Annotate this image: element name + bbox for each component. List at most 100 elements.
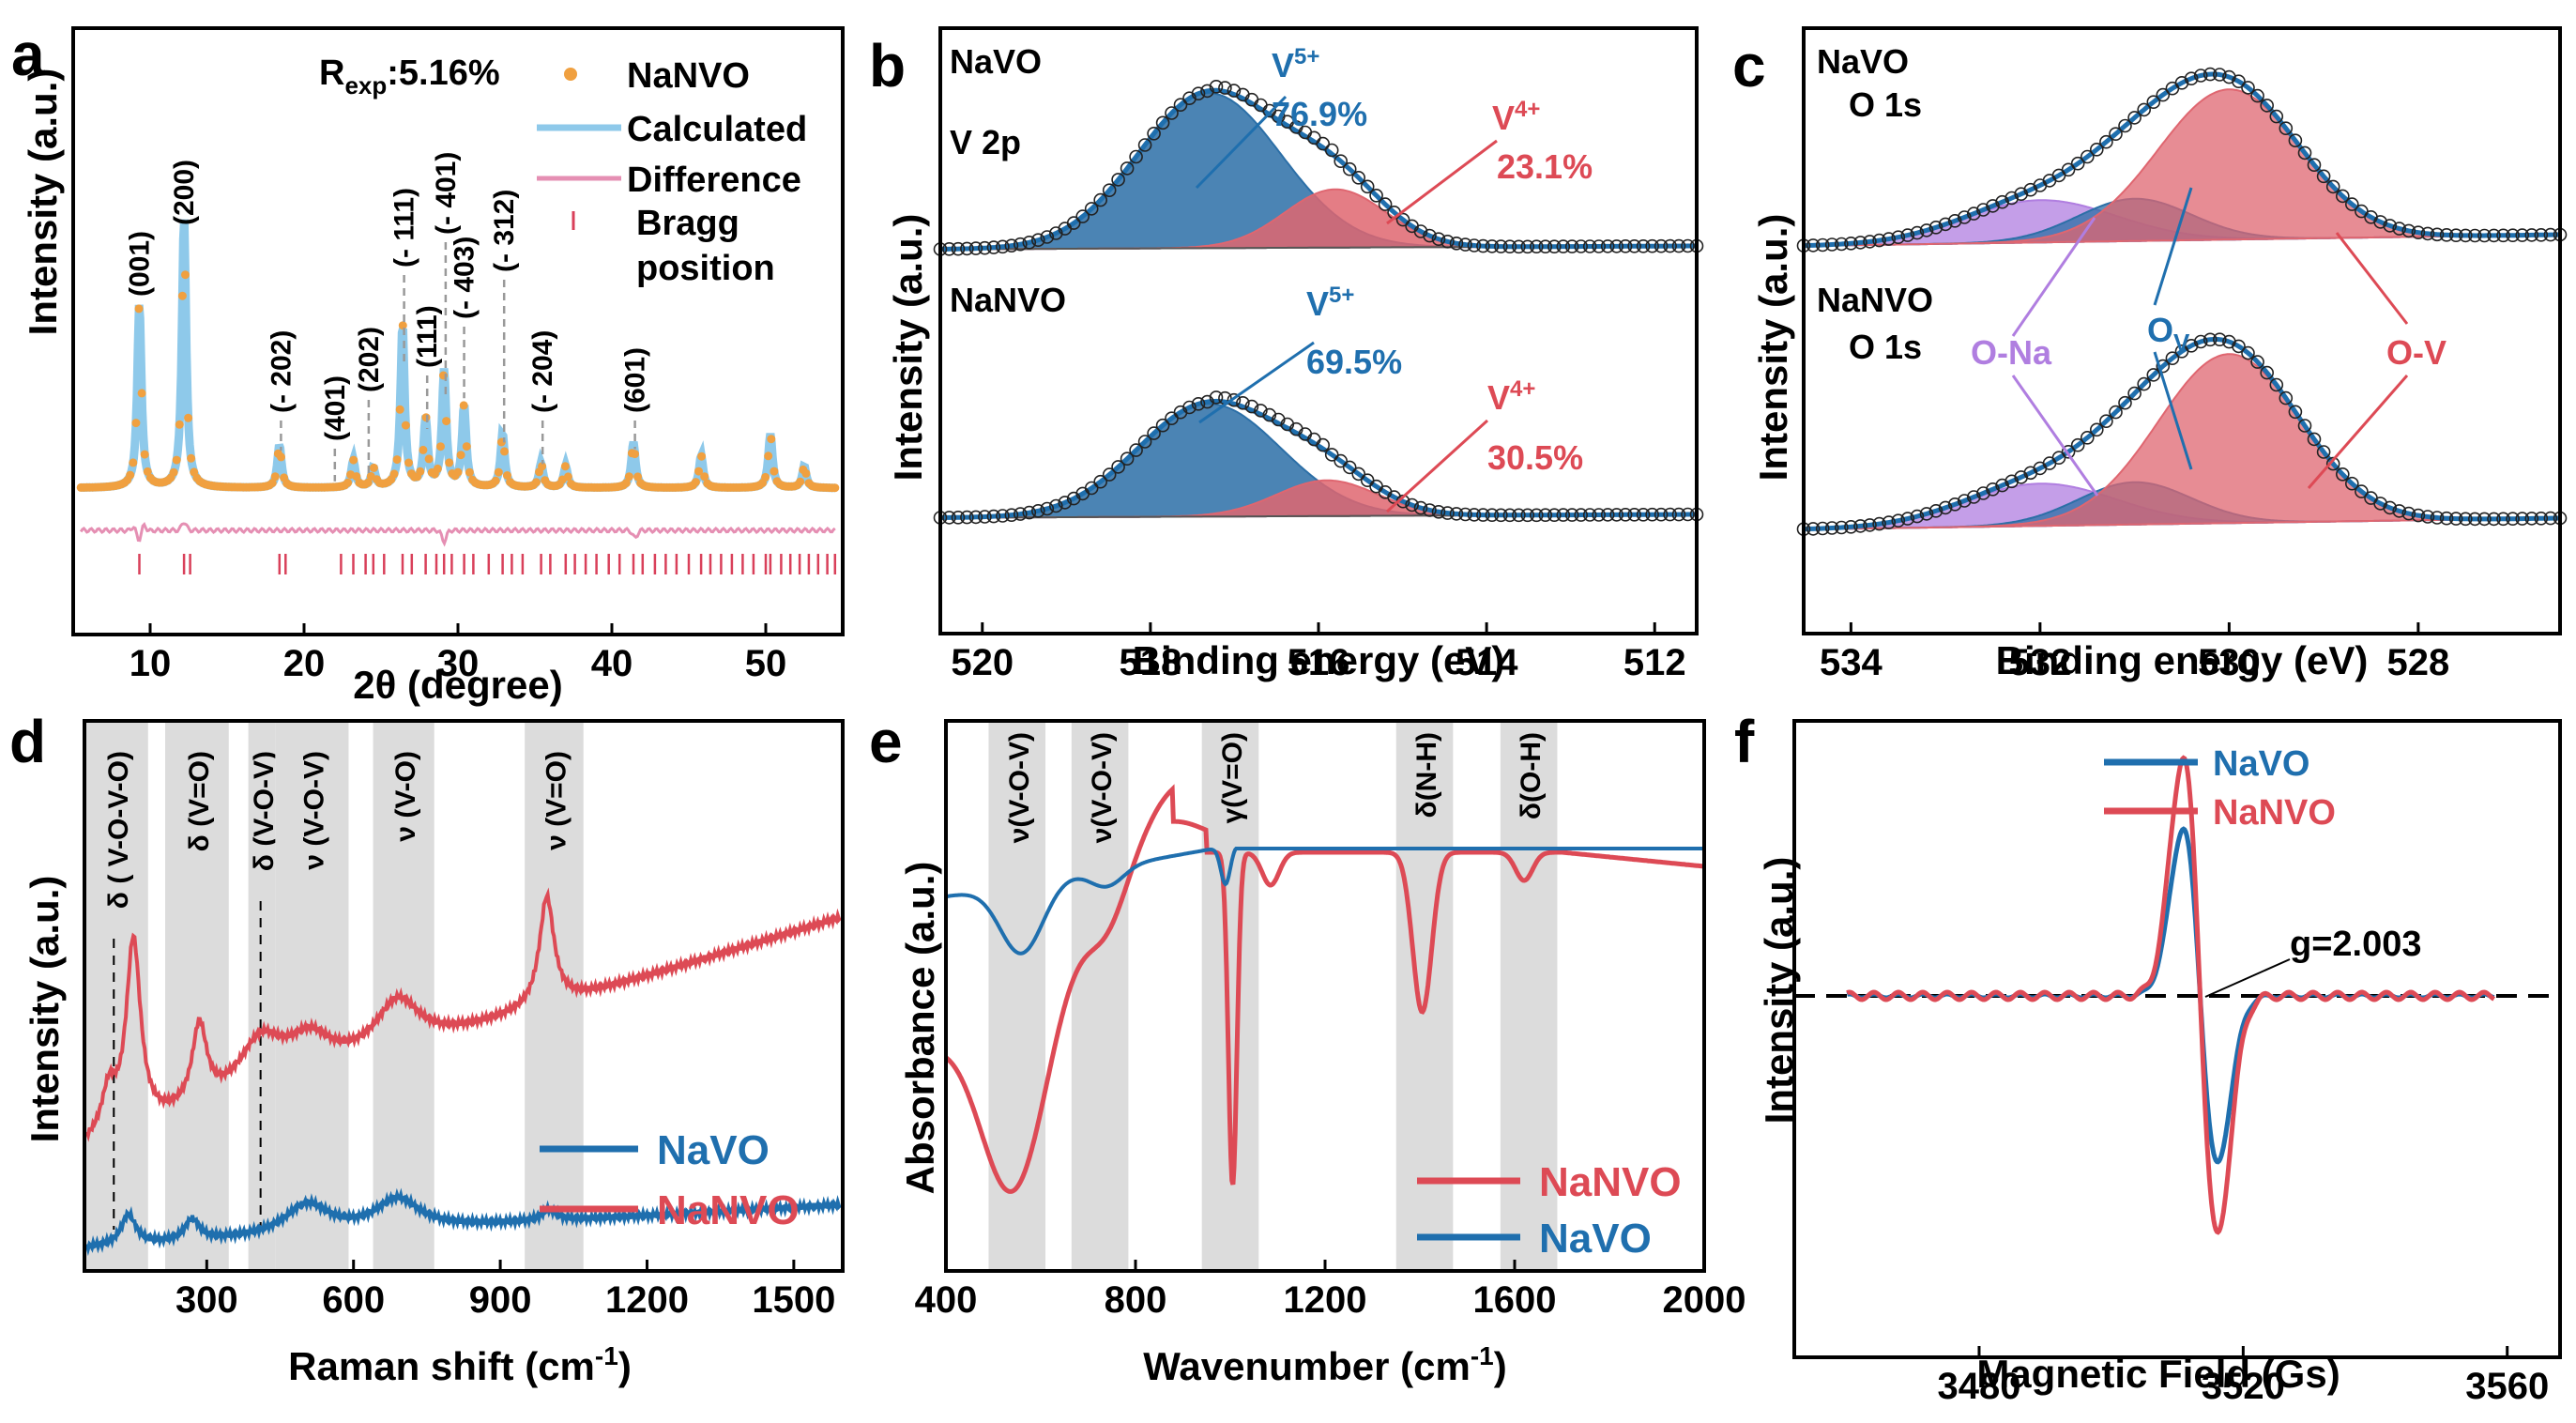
arrow-nanvo-v5 <box>1198 341 1315 424</box>
measured-point <box>2193 334 2208 349</box>
observed-point <box>633 472 643 482</box>
measured-point <box>2279 121 2294 135</box>
bragg-positions <box>138 554 837 574</box>
peak-label: (202) <box>354 327 385 392</box>
measured-point <box>1147 426 1161 440</box>
measured-point <box>1863 518 1877 532</box>
observed-point <box>796 477 805 486</box>
measured-point <box>1031 233 1045 247</box>
x-tick-label: 600 <box>322 1279 385 1321</box>
measured-point <box>1316 437 1330 452</box>
measured-point <box>1254 404 1268 418</box>
measured-point <box>1334 453 1348 468</box>
panel-b-xlabel: Binding energy (eV) <box>1133 638 1505 682</box>
measured-point <box>1334 154 1348 168</box>
measured-point <box>2345 197 2359 211</box>
measured-point <box>1129 443 1143 457</box>
envelope-fit <box>940 398 1697 520</box>
measured-point <box>2137 376 2151 391</box>
measured-point <box>2468 512 2482 527</box>
arrow-o-v-top <box>2335 232 2409 325</box>
measured-point <box>1458 237 1472 252</box>
measured-point <box>968 241 983 255</box>
measured-point <box>1671 238 1686 253</box>
measured-point <box>1986 482 2000 497</box>
observed-point <box>764 451 773 461</box>
panel-b-letter: b <box>869 32 906 99</box>
measured-point <box>2336 189 2350 204</box>
measured-point <box>2297 419 2312 433</box>
x-tick-label: 1200 <box>605 1279 689 1321</box>
measured-point <box>1147 127 1161 141</box>
measured-point <box>2401 223 2416 238</box>
observed-point <box>424 454 434 464</box>
panel-c-xlabel: Binding energy (eV) <box>1996 638 2369 682</box>
x-tick-label: 516 <box>1288 642 1350 683</box>
measured-point <box>1900 228 1915 242</box>
measured-point <box>2232 74 2246 88</box>
x-tick-label: 534 <box>1820 642 1882 683</box>
panel-f-letter: f <box>1734 708 1755 775</box>
observed-point <box>465 467 474 477</box>
panel-e-x-ticks: 400 800 1200 1600 2000 <box>915 1260 1745 1321</box>
legend-nanvo: NaNVO <box>2213 793 2336 833</box>
measured-points <box>933 80 1704 256</box>
observed-point <box>343 478 353 487</box>
panel-c-navo-o1s: O 1s <box>1849 85 1922 124</box>
measured-points <box>933 390 1704 525</box>
observed-point <box>697 451 707 461</box>
measured-point <box>2127 386 2142 401</box>
measured-point <box>2070 156 2085 171</box>
measured-point <box>2392 504 2406 518</box>
measured-point <box>1600 239 1615 253</box>
panel-b-navo-label: NaVO <box>950 42 1042 81</box>
measured-point <box>1413 224 1428 238</box>
measured-point <box>2420 226 2435 241</box>
panel-e-legend: NaNVO NaVO <box>1417 1159 1682 1262</box>
measured-point <box>2184 71 2199 85</box>
measured-point <box>1182 400 1197 415</box>
x-tick-label: 50 <box>745 643 787 684</box>
measured-point <box>1173 98 1188 112</box>
measured-point <box>2081 149 2095 164</box>
band-label: δ(O-H) <box>1516 732 1547 819</box>
panel-d-ylabel: Intensity (a.u.) <box>23 876 67 1143</box>
measured-point <box>1494 239 1508 253</box>
x-tick-label: 512 <box>1623 642 1686 683</box>
observed-point <box>831 483 840 493</box>
measured-point <box>1574 508 1588 522</box>
measured-point <box>2496 512 2510 527</box>
measured-point <box>1218 81 1232 95</box>
measured-point <box>2325 179 2340 194</box>
legend-marker-nanvo <box>564 68 577 81</box>
observed-point <box>416 467 425 476</box>
observed-point <box>538 462 547 471</box>
measured-point <box>2307 432 2322 447</box>
measured-point <box>1967 490 1981 504</box>
measured-point <box>2250 355 2264 369</box>
band-label: ν (V=O) <box>541 751 572 850</box>
measured-point <box>2250 88 2264 103</box>
observed-point <box>137 389 146 398</box>
observed-points <box>76 270 840 493</box>
band-label: ν(V-O-V) <box>1004 732 1035 843</box>
measured-point <box>2213 332 2227 347</box>
measured-point <box>2279 390 2294 405</box>
measured-point <box>2203 67 2218 82</box>
observed-point <box>445 458 454 467</box>
measured-point <box>1547 239 1562 254</box>
band-label: γ(V=O) <box>1217 732 1248 824</box>
measured-point <box>1014 237 1028 252</box>
measured-point <box>1324 143 1339 158</box>
measured-point <box>942 241 956 256</box>
measured-point <box>2269 109 2284 124</box>
observed-point <box>140 450 149 459</box>
nanvo-curve <box>84 887 842 1142</box>
panel-a-letter: a <box>11 21 45 88</box>
measured-point <box>1324 448 1339 462</box>
observed-point <box>181 270 190 280</box>
measured-point <box>1449 507 1464 521</box>
observed-point <box>389 469 399 479</box>
panel-c-frame <box>1802 26 2562 635</box>
measured-point <box>1155 115 1170 130</box>
